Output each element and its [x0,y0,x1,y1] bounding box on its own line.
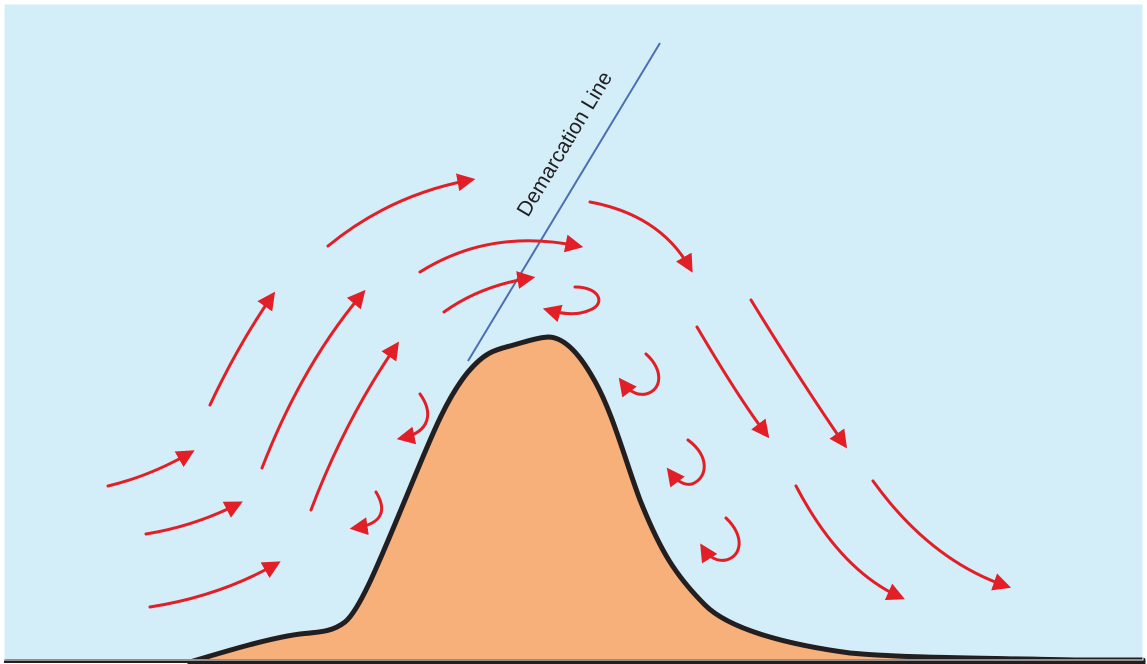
upper-flow-arrow [326,173,476,248]
windward-rising-arrow [260,289,366,470]
windward-eddy-arrow [349,490,384,536]
windward-flow-arrow [148,561,281,609]
upper-flow-arrow [442,271,536,314]
summit-eddy-arrow [542,285,601,323]
windward-flow-arrow [106,450,195,488]
leeward-descending-arrow [749,298,848,449]
demarcation-line [467,42,661,362]
leeward-eddy-arrow [700,516,741,564]
leeward-eddy-arrow [618,352,661,398]
windward-eddy-arrow [396,392,430,445]
windward-rising-arrow [309,341,400,512]
leeward-descending-arrow [695,325,770,439]
upper-flow-arrow [588,200,693,273]
upper-flow-arrow [418,234,584,274]
leeward-descending-arrow [794,484,905,601]
windward-rising-arrow [208,291,276,407]
diagram-frame [3,3,1144,661]
airflow-arrows [106,173,1012,609]
windward-flow-arrow [144,501,243,536]
mountain [187,334,1146,664]
leeward-descending-arrow [871,479,1012,591]
leeward-eddy-arrow [666,438,706,488]
